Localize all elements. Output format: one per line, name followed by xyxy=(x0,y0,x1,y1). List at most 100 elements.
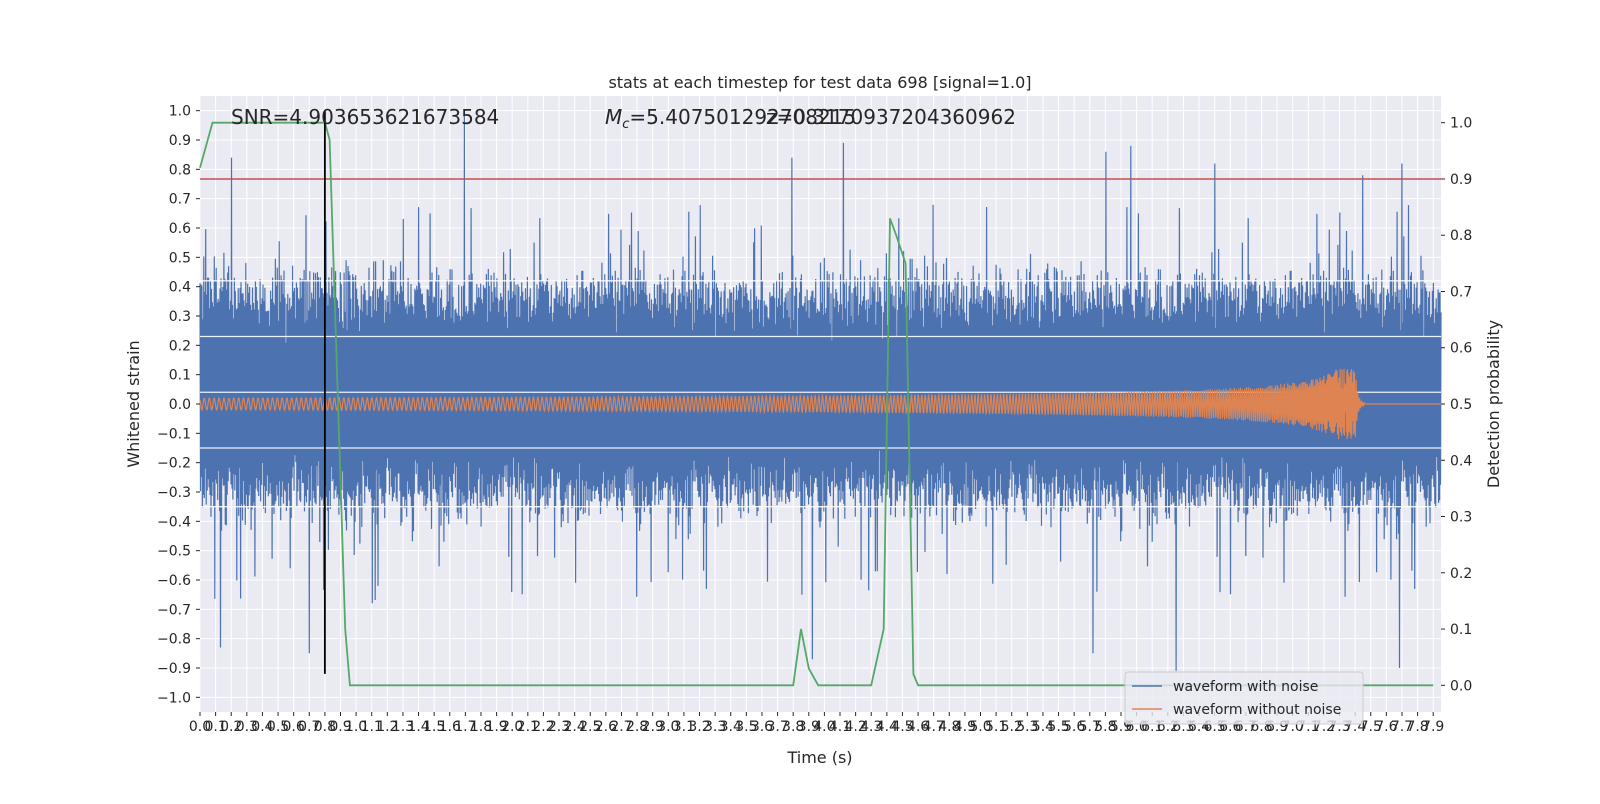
x-tick-label: 4.4 xyxy=(876,719,898,735)
y2-tick-label: 0.0 xyxy=(1450,678,1472,694)
legend-box xyxy=(1124,671,1364,725)
x-tick-label: 5.5 xyxy=(1047,719,1069,735)
x-tick-label: 3.5 xyxy=(735,719,757,735)
y-tick-label: −0.3 xyxy=(157,485,191,501)
x-tick-label: 4.6 xyxy=(907,719,929,735)
x-tick-label: 2.5 xyxy=(579,719,601,735)
x-tick-label: 4.8 xyxy=(938,719,960,735)
x-tick-label: 5.6 xyxy=(1063,719,1085,735)
y-tick-label: 0.9 xyxy=(169,133,191,149)
x-tick-label: 0.6 xyxy=(283,719,305,735)
y-tick-label: −0.6 xyxy=(157,573,191,589)
overlap-annotation: z=0.3170937204360962 xyxy=(766,105,1016,129)
y2-tick-label: 0.1 xyxy=(1450,622,1472,638)
x-tick-label: 0.8 xyxy=(314,719,336,735)
legend-label-noise: waveform with noise xyxy=(1173,679,1318,695)
x-axis-label: Time (s) xyxy=(786,748,852,767)
chirp-mass-value: =5.407501292708215 xyxy=(629,105,856,129)
x-tick-label: 3.6 xyxy=(751,719,773,735)
x-tick-label: 2.8 xyxy=(626,719,648,735)
y-tick-label: 0.6 xyxy=(169,221,191,237)
x-tick-label: 4.3 xyxy=(860,719,882,735)
series-waveform-without-noise xyxy=(199,368,1441,440)
y-tick-label: 0.8 xyxy=(169,162,191,178)
y-axis-ticks: −1.0 −0.9 −0.8 −0.7 −0.6 −0.5 −0.4 −0.3 −0.2 −0.1… xyxy=(157,104,200,706)
x-tick-label: 2.2 xyxy=(532,719,554,735)
y2-tick-label: 0.9 xyxy=(1450,172,1472,188)
y-tick-label: 0.1 xyxy=(169,368,191,384)
noise-waveform-line xyxy=(199,110,1442,671)
x-tick-label: 0.4 xyxy=(251,719,273,735)
x-tick-label: 0.5 xyxy=(267,719,289,735)
x-tick-label: 1.8 xyxy=(470,719,492,735)
series-waveform-with-noise xyxy=(199,110,1442,671)
x-tick-label: 0.3 xyxy=(236,719,258,735)
x-tick-label: 3.4 xyxy=(720,719,742,735)
y2-tick-label: 0.2 xyxy=(1450,566,1472,582)
snr-annotation: SNR=4.903653621673584 xyxy=(231,105,499,129)
y2-tick-label: 0.7 xyxy=(1450,284,1472,300)
x-tick-label: 2.3 xyxy=(548,719,570,735)
x-tick-label: 4.0 xyxy=(813,719,835,735)
x-tick-label: 5.1 xyxy=(985,719,1007,735)
clean-waveform-line xyxy=(199,368,1441,440)
grid-overlay xyxy=(200,280,1441,508)
x-tick-label: 2.1 xyxy=(517,719,539,735)
x-tick-label: 2.0 xyxy=(501,719,523,735)
x-tick-label: 7.6 xyxy=(1375,719,1397,735)
x-tick-label: 3.2 xyxy=(688,719,710,735)
x-tick-label: 7.9 xyxy=(1422,719,1444,735)
series-detection-probability xyxy=(199,121,1434,687)
x-tick-label: 5.7 xyxy=(1079,719,1101,735)
x-tick-label: 4.9 xyxy=(954,719,976,735)
y2-tick-label: 0.5 xyxy=(1450,397,1472,413)
x-tick-label: 3.9 xyxy=(798,719,820,735)
x-tick-label: 2.9 xyxy=(642,719,664,735)
x-tick-label: 1.0 xyxy=(345,719,367,735)
x-tick-label: 3.1 xyxy=(673,719,695,735)
x-tick-label: 7.5 xyxy=(1360,719,1382,735)
x-tick-label: 2.4 xyxy=(564,719,586,735)
y-tick-label: −0.4 xyxy=(157,514,191,530)
y-tick-label: 0.2 xyxy=(169,338,191,354)
x-tick-label: 5.4 xyxy=(1032,719,1054,735)
x-tick-label: 3.3 xyxy=(704,719,726,735)
x-tick-label: 7.7 xyxy=(1391,719,1413,735)
y-tick-label: −0.1 xyxy=(157,426,191,442)
y-tick-label: 0.0 xyxy=(169,397,191,413)
x-tick-label: 2.7 xyxy=(610,719,632,735)
y2-tick-label: 0.6 xyxy=(1450,341,1472,357)
x-tick-label: 1.7 xyxy=(454,719,476,735)
y-tick-label: 1.0 xyxy=(169,104,191,120)
x-tick-label: 0.1 xyxy=(204,719,226,735)
legend: waveform with noise waveform without noi… xyxy=(1124,671,1364,725)
x-tick-label: 5.3 xyxy=(1016,719,1038,735)
y-tick-label: −0.8 xyxy=(157,632,191,648)
x-tick-label: 1.4 xyxy=(407,719,429,735)
x-tick-label: 5.8 xyxy=(1094,719,1116,735)
y2-tick-label: 0.8 xyxy=(1450,228,1472,244)
y2-tick-label: 0.4 xyxy=(1450,453,1472,469)
x-tick-label: 7.8 xyxy=(1406,719,1428,735)
x-tick-label: 1.5 xyxy=(423,719,445,735)
y2-tick-label: 0.3 xyxy=(1450,510,1472,526)
x-tick-label: 3.8 xyxy=(782,719,804,735)
x-tick-label: 1.9 xyxy=(485,719,507,735)
x-tick-label: 5.2 xyxy=(1001,719,1023,735)
x-tick-label: 4.2 xyxy=(844,719,866,735)
y2-axis-label: Detection probability xyxy=(1484,320,1503,488)
y-tick-label: 0.5 xyxy=(169,250,191,266)
chirp-mass-subscript: c xyxy=(622,117,629,132)
y-tick-label: −0.7 xyxy=(157,602,191,618)
y-tick-label: −0.2 xyxy=(157,456,191,472)
y-tick-label: −1.0 xyxy=(157,690,191,706)
y-tick-label: 0.7 xyxy=(169,192,191,208)
chart-title: stats at each timestep for test data 698… xyxy=(608,73,1031,92)
x-tick-label: 1.2 xyxy=(376,719,398,735)
x-tick-label: 1.6 xyxy=(439,719,461,735)
x-tick-label: 3.0 xyxy=(657,719,679,735)
y-tick-label: −0.5 xyxy=(157,544,191,560)
x-tick-label: 0.2 xyxy=(220,719,242,735)
